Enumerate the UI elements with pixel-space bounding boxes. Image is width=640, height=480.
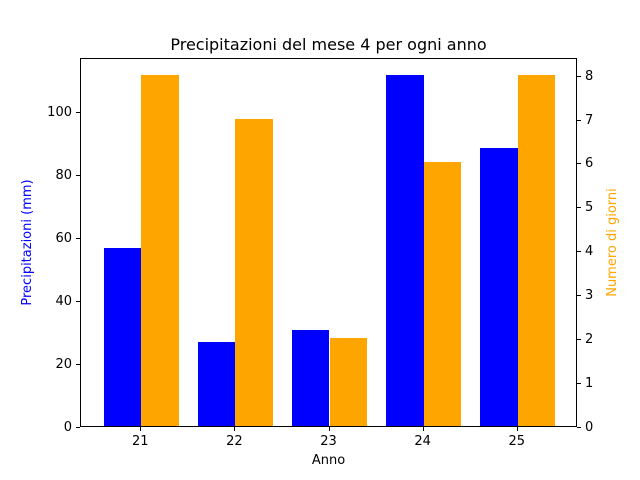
y-tick-left-60 [76, 237, 80, 239]
y-tick-left-0 [76, 427, 80, 428]
y-tick-label-left-60: 60 [55, 230, 72, 246]
y-tick-right-8 [577, 75, 581, 77]
x-tick-label-24: 24 [414, 434, 431, 449]
y-tick-right-2 [577, 339, 581, 341]
y-tick-left-80 [76, 174, 80, 176]
y-tick-left-40 [76, 300, 80, 302]
bar-precipitazioni-22 [197, 342, 236, 426]
y-tick-label-right-1: 1 [585, 376, 594, 392]
x-tick-label-25: 25 [508, 434, 526, 449]
x-tick-25 [516, 427, 518, 431]
plot-area [80, 58, 577, 427]
x-tick-label-22: 22 [226, 434, 243, 449]
bar-precipitazioni-23 [291, 330, 330, 426]
x-tick-21 [140, 427, 142, 431]
y-tick-label-left-20: 20 [55, 356, 72, 372]
bar-giorni-22 [235, 118, 273, 426]
y-tick-label-right-6: 6 [585, 156, 594, 172]
x-tick-label-21: 21 [131, 434, 149, 449]
y-tick-label-left-0: 0 [63, 420, 72, 435]
y-tick-label-right-8: 8 [585, 68, 594, 84]
y-tick-label-right-0: 0 [585, 420, 594, 435]
bar-precipitazioni-25 [480, 147, 518, 426]
x-tick-22 [234, 427, 236, 431]
y-tick-label-right-3: 3 [585, 288, 594, 304]
bar-giorni-21 [141, 74, 179, 426]
x-tick-label-23: 23 [320, 434, 337, 449]
bar-giorni-24 [423, 162, 462, 426]
y-tick-label-right-7: 7 [585, 112, 594, 128]
y-tick-right-1 [577, 383, 581, 385]
bar-giorni-23 [329, 338, 368, 426]
bar-precipitazioni-21 [103, 248, 142, 426]
y-tick-right-7 [577, 119, 581, 121]
y-tick-label-right-4: 4 [585, 244, 594, 260]
y-tick-left-100 [76, 111, 80, 113]
y-tick-right-3 [577, 295, 581, 297]
bar-giorni-25 [517, 74, 556, 426]
y-tick-left-20 [76, 363, 80, 365]
y-tick-label-left-80: 80 [55, 167, 72, 183]
x-axis-label: Anno [311, 453, 346, 468]
y-tick-label-right-5: 5 [585, 200, 594, 216]
bar-precipitazioni-24 [385, 74, 424, 426]
y-tick-label-right-2: 2 [585, 332, 594, 348]
y-tick-label-left-40: 40 [55, 293, 72, 309]
y-tick-right-4 [577, 251, 581, 253]
y-tick-right-6 [577, 163, 581, 165]
y-tick-right-5 [577, 207, 581, 209]
chart-title: Precipitazioni del mese 4 per ogni anno [170, 35, 487, 54]
x-tick-24 [422, 427, 424, 431]
y-tick-right-0 [577, 427, 581, 428]
y-tick-label-left-100: 100 [47, 104, 72, 120]
x-tick-23 [328, 427, 330, 431]
